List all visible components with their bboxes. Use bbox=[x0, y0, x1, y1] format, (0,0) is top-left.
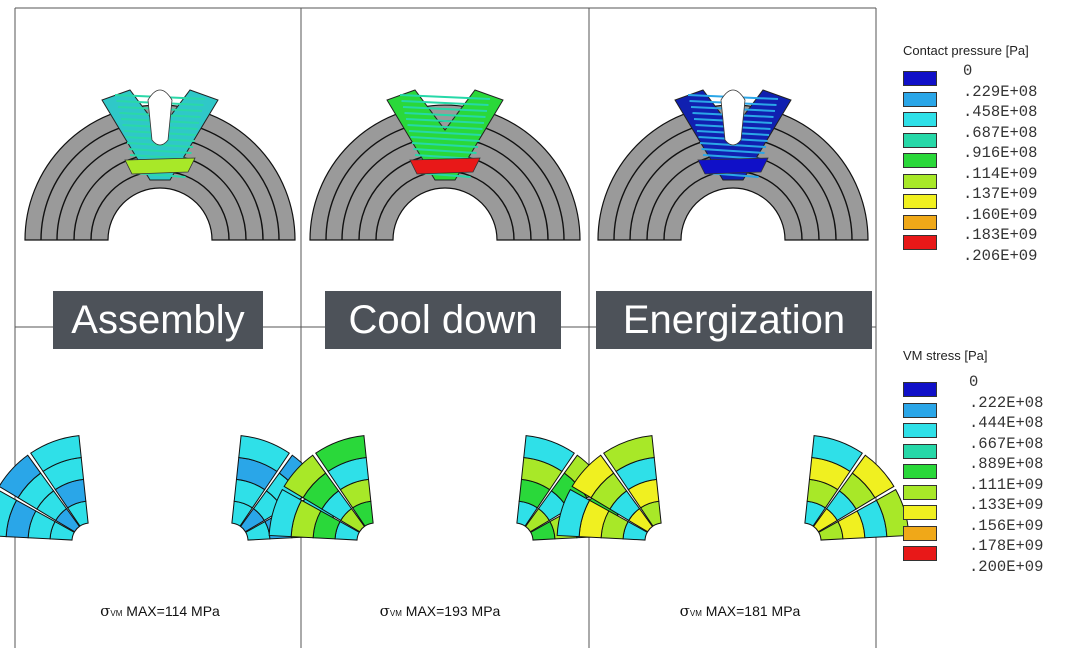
stress-block bbox=[523, 435, 575, 473]
legend-tick-label: .137E+09 bbox=[963, 185, 1038, 203]
legend-tick-label: .444E+08 bbox=[969, 414, 1044, 432]
legend-color-swatch bbox=[903, 505, 937, 521]
legend-tick-label: .160E+09 bbox=[963, 205, 1038, 224]
stress-block bbox=[875, 488, 910, 538]
legend-color-swatch bbox=[903, 464, 937, 480]
legend-color-swatch bbox=[903, 382, 937, 398]
sigma-subscript: VM bbox=[110, 609, 123, 618]
wedge-stripe bbox=[701, 148, 765, 154]
wedge-stripe bbox=[399, 94, 491, 100]
max-stress-text: MAX=193 MPa bbox=[401, 603, 501, 619]
max-stress-text: MAX=114 MPa bbox=[122, 603, 220, 619]
stage-label-energization: Energization bbox=[596, 291, 872, 349]
stress-cross-sections bbox=[0, 435, 910, 541]
stage-label-cool-down: Cool down bbox=[325, 291, 561, 349]
stage-label-assembly: Assembly bbox=[53, 291, 263, 349]
stress-block bbox=[283, 454, 327, 499]
caption-cool-down: σVM MAX=193 MPa bbox=[340, 602, 540, 620]
coil-cross-section bbox=[309, 89, 581, 241]
stress-block bbox=[315, 435, 367, 473]
stress-block bbox=[30, 435, 82, 473]
sigma-symbol: σ bbox=[100, 602, 111, 620]
sigma-symbol: σ bbox=[379, 602, 390, 620]
legend-tick-label: .156E+09 bbox=[969, 516, 1044, 535]
legend-color-swatch bbox=[903, 402, 937, 418]
legend-tick-label: .667E+08 bbox=[969, 434, 1044, 453]
legend-tick-label: .178E+09 bbox=[969, 537, 1044, 555]
coil-cross-section bbox=[597, 89, 869, 241]
coil-cross-sections bbox=[24, 89, 869, 241]
legend-tick-label: .687E+08 bbox=[963, 123, 1038, 142]
max-stress-text: MAX=181 MPa bbox=[701, 603, 801, 619]
legend-color-swatch bbox=[903, 525, 937, 541]
legend-tick-label: .183E+09 bbox=[963, 226, 1038, 244]
legend-tick-label: 0 bbox=[963, 62, 973, 80]
legend-tick-label: .889E+08 bbox=[969, 455, 1044, 473]
legend-color-swatch bbox=[903, 153, 937, 169]
legend-tick-label: .114E+09 bbox=[963, 164, 1038, 183]
coil-cross-section bbox=[24, 89, 296, 241]
legend-tick-label: 0 bbox=[969, 373, 979, 391]
wedge-opening bbox=[147, 89, 173, 146]
legend-color-swatch bbox=[903, 443, 937, 459]
legend-color-swatch bbox=[903, 235, 937, 251]
legend-tick-label: .458E+08 bbox=[963, 103, 1038, 121]
wedge-stripe bbox=[411, 142, 479, 148]
legend-color-swatch bbox=[903, 71, 937, 87]
wedge-stripe bbox=[413, 148, 477, 154]
legend-color-swatch bbox=[903, 112, 937, 128]
legend-tick-label: .229E+08 bbox=[963, 82, 1038, 101]
legend-tick-label: .222E+08 bbox=[969, 393, 1044, 412]
wedge-stripe bbox=[402, 106, 488, 112]
wedge-stripe bbox=[410, 136, 480, 142]
contact-legend-title: Contact pressure [Pa] bbox=[903, 43, 1029, 58]
contact-band bbox=[124, 157, 196, 175]
wedge-stripe bbox=[401, 100, 489, 106]
stress-block bbox=[268, 488, 303, 538]
stress-block bbox=[556, 488, 591, 538]
legend-color-swatch bbox=[903, 484, 937, 500]
stress-cross-section bbox=[556, 435, 910, 541]
stress-legend-title: VM stress [Pa] bbox=[903, 348, 988, 363]
stress-block bbox=[0, 454, 42, 499]
legend-tick-label: .111E+09 bbox=[969, 475, 1044, 494]
sigma-subscript: VM bbox=[389, 609, 402, 618]
legend-color-swatch bbox=[903, 423, 937, 439]
stress-block bbox=[851, 454, 895, 499]
stress-block bbox=[811, 435, 863, 473]
wedge-opening bbox=[720, 89, 746, 146]
wedge-stripe bbox=[407, 124, 483, 130]
legend-color-swatch bbox=[903, 546, 937, 562]
stress-block bbox=[238, 435, 290, 473]
legend-tick-label: .916E+08 bbox=[963, 144, 1038, 162]
legend-color-swatch bbox=[903, 214, 937, 230]
legend-tick-label: .200E+09 bbox=[969, 557, 1044, 576]
sigma-symbol: σ bbox=[679, 602, 690, 620]
caption-energization: σVM MAX=181 MPa bbox=[640, 602, 840, 620]
wedge-stripe bbox=[404, 112, 486, 118]
legend-tick-label: .206E+09 bbox=[963, 246, 1038, 265]
legend-color-swatch bbox=[903, 194, 937, 210]
contact-band bbox=[697, 157, 769, 175]
wedge-stripe bbox=[128, 148, 192, 154]
sigma-subscript: VM bbox=[689, 609, 702, 618]
wedge-stripe bbox=[405, 118, 485, 124]
wedge-stripe bbox=[408, 130, 482, 136]
stress-block bbox=[603, 435, 655, 473]
stress-block bbox=[0, 490, 18, 538]
legend-color-swatch bbox=[903, 132, 937, 148]
legend-color-swatch bbox=[903, 173, 937, 189]
legend-tick-label: .133E+09 bbox=[969, 496, 1044, 514]
contact-band bbox=[409, 157, 481, 175]
legend-color-swatch bbox=[903, 91, 937, 107]
stress-block bbox=[571, 454, 615, 499]
caption-assembly: σVM MAX=114 MPa bbox=[60, 602, 260, 620]
